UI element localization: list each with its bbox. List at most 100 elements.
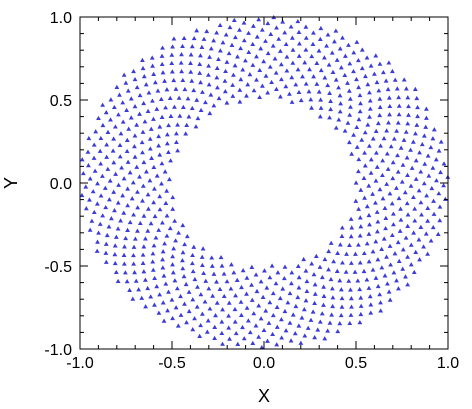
scatter-point (428, 238, 434, 243)
scatter-point (274, 324, 280, 329)
scatter-point (404, 200, 410, 206)
scatter-point (137, 111, 142, 116)
scatter-point (190, 252, 195, 258)
scatter-point (412, 86, 418, 91)
scatter-point (143, 236, 148, 241)
scatter-point (207, 306, 213, 311)
scatter-point (314, 81, 320, 86)
scatter-point (159, 181, 164, 186)
scatter-point (278, 62, 284, 67)
scatter-point (244, 305, 250, 310)
scatter-point (347, 61, 353, 66)
scatter-point (301, 256, 307, 262)
scatter-point (354, 124, 360, 130)
scatter-point (264, 285, 270, 290)
scatter-point (441, 161, 447, 166)
scatter-point (335, 328, 341, 334)
scatter-point (268, 31, 274, 36)
scatter-point (122, 270, 128, 275)
scatter-point (111, 104, 117, 110)
scatter-point (266, 320, 272, 325)
scatter-point (143, 304, 149, 309)
scatter-point (428, 144, 434, 150)
scatter-point (304, 288, 310, 294)
scatter-point (347, 320, 353, 326)
scatter-point (235, 54, 240, 59)
scatter-point (224, 279, 230, 284)
scatter-point (368, 170, 374, 175)
scatter-point (281, 275, 287, 281)
scatter-point (385, 281, 390, 286)
scatter-point (270, 43, 276, 48)
scatter-point (115, 278, 121, 284)
scatter-point (309, 105, 314, 110)
scatter-point (380, 172, 385, 178)
scatter-point (115, 226, 121, 231)
scatter-point (251, 311, 257, 316)
scatter-point (157, 124, 163, 129)
scatter-point (162, 169, 168, 174)
scatter-point (405, 282, 411, 287)
x-tick-label: 1.0 (437, 355, 459, 372)
scatter-point (151, 200, 157, 205)
scatter-point (391, 270, 397, 275)
scatter-point (191, 35, 197, 41)
scatter-point (402, 190, 408, 195)
scatter-point (325, 82, 331, 88)
scatter-point (210, 293, 216, 298)
scatter-point (388, 262, 394, 267)
scatter-point (161, 318, 167, 323)
scatter-point (311, 30, 316, 35)
scatter-point (431, 198, 436, 203)
scatter-point (308, 317, 314, 322)
axis-ticks (79, 16, 449, 350)
scatter-point (362, 195, 367, 200)
scatter-point (233, 293, 238, 298)
scatter-point (374, 79, 380, 85)
scatter-point (237, 87, 243, 92)
scatter-point (160, 265, 166, 270)
scatter-point (166, 289, 171, 294)
scatter-point (148, 126, 154, 131)
scatter-point (173, 305, 179, 310)
scatter-point (308, 97, 314, 102)
scatter-point (190, 327, 196, 332)
scatter-point (173, 131, 179, 136)
scatter-point (100, 213, 106, 218)
scatter-point (274, 25, 279, 30)
scatter-point (392, 77, 398, 82)
scatter-point (98, 193, 104, 198)
scatter-point (113, 269, 119, 275)
scatter-point (417, 257, 422, 262)
scatter-point (303, 24, 309, 29)
scatter-point (240, 267, 246, 273)
scatter-point (348, 233, 354, 239)
scatter-point (408, 262, 414, 267)
scatter-point (214, 279, 219, 284)
scatter-point (182, 241, 188, 247)
scatter-point (405, 172, 410, 178)
scatter-point (334, 57, 340, 62)
scatter-point (150, 98, 155, 103)
scatter-point (347, 96, 353, 101)
scatter-point (356, 156, 362, 162)
scatter-point (373, 178, 379, 183)
scatter-point (383, 78, 389, 83)
scatter-point (295, 18, 301, 24)
scatter-point (337, 242, 343, 247)
scatter-point (90, 189, 96, 194)
scatter-point (373, 200, 378, 205)
scatter-point (173, 86, 179, 91)
scatter-point (327, 320, 333, 325)
scatter-point (353, 198, 359, 203)
scatter-point (219, 319, 225, 324)
scatter-point (405, 212, 411, 217)
scatter-point (163, 200, 169, 205)
scatter-point (379, 265, 385, 270)
scatter-point (121, 72, 127, 77)
scatter-point (130, 180, 136, 185)
scatter-point (224, 59, 230, 64)
scatter-point (295, 263, 301, 268)
scatter-point (221, 271, 227, 276)
scatter-point (111, 189, 117, 194)
